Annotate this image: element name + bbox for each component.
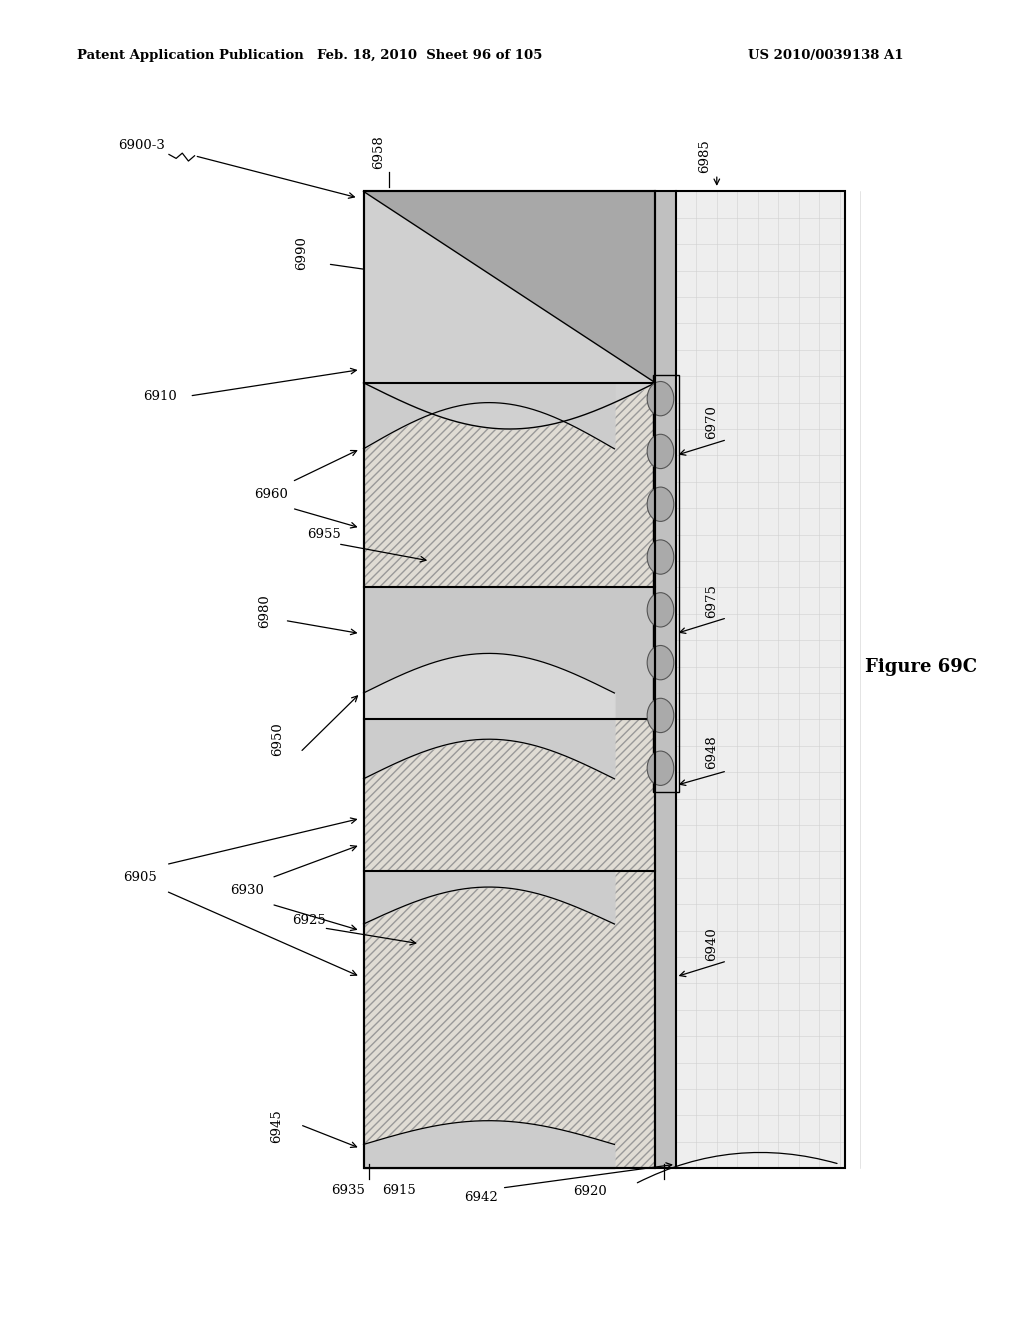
Text: 6940: 6940 [706, 927, 718, 961]
Text: 6910: 6910 [143, 389, 177, 403]
Text: 6980: 6980 [258, 594, 270, 628]
Text: US 2010/0039138 A1: US 2010/0039138 A1 [748, 49, 903, 62]
Circle shape [647, 487, 674, 521]
Text: 6948: 6948 [706, 735, 718, 770]
Bar [364, 383, 655, 587]
Polygon shape [364, 191, 655, 383]
Bar [364, 719, 655, 871]
Text: Feb. 18, 2010  Sheet 96 of 105: Feb. 18, 2010 Sheet 96 of 105 [317, 49, 543, 62]
Bar [364, 191, 845, 1168]
Text: 6930: 6930 [230, 884, 264, 898]
Circle shape [647, 434, 674, 469]
Text: 6958: 6958 [373, 135, 385, 169]
Bar [655, 191, 676, 1168]
Text: Figure 69C: Figure 69C [865, 657, 977, 676]
Text: 6985: 6985 [698, 139, 711, 173]
Text: 6942: 6942 [465, 1191, 498, 1204]
Bar [653, 375, 679, 792]
Bar [364, 587, 655, 719]
Text: 6925: 6925 [292, 913, 326, 927]
Circle shape [647, 751, 674, 785]
Bar [364, 871, 655, 1168]
Text: 6970: 6970 [706, 405, 718, 440]
Text: 6920: 6920 [573, 1185, 606, 1199]
Text: 6935: 6935 [331, 1184, 366, 1197]
Text: 6905: 6905 [123, 871, 157, 884]
Text: 6945: 6945 [270, 1109, 283, 1143]
Text: Patent Application Publication: Patent Application Publication [77, 49, 303, 62]
Text: 6990: 6990 [296, 236, 308, 271]
Text: 6960: 6960 [254, 488, 288, 502]
Text: 6955: 6955 [307, 528, 341, 541]
Bar [364, 191, 655, 1168]
Bar [676, 191, 845, 1168]
Polygon shape [364, 191, 655, 383]
Text: 6975: 6975 [706, 583, 718, 618]
Circle shape [647, 593, 674, 627]
Text: 6950: 6950 [271, 722, 284, 756]
Circle shape [647, 381, 674, 416]
Text: 6900-3: 6900-3 [118, 139, 165, 152]
Circle shape [647, 540, 674, 574]
Bar [364, 191, 655, 383]
Text: 6915: 6915 [383, 1184, 416, 1197]
Circle shape [647, 645, 674, 680]
Circle shape [647, 698, 674, 733]
